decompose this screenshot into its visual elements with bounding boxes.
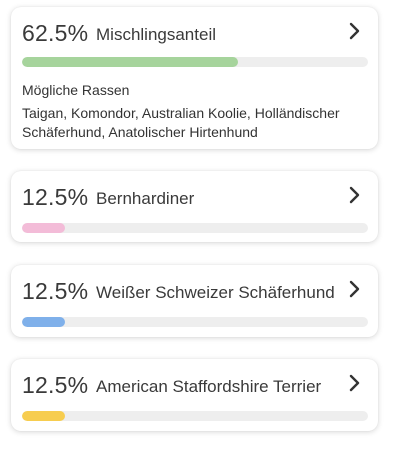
breed-name: Weißer Schweizer Schäferhund [96, 283, 335, 302]
chevron-right-icon[interactable] [348, 21, 362, 41]
percentage-bar-fill [22, 317, 66, 327]
percentage-bar [22, 223, 368, 233]
percentage-bar [22, 317, 368, 327]
percentage-bar [22, 411, 368, 421]
percentage-bar-fill [22, 411, 66, 421]
breed-name: Bernhardiner [96, 189, 195, 208]
percentage-bar [22, 57, 368, 67]
percentage-bar-fill [22, 57, 239, 67]
breed-percentage: 12.5% [22, 372, 89, 398]
breed-percentage: 62.5% [22, 20, 89, 46]
breed-percentage: 12.5% [22, 184, 89, 210]
breed-name: Mischlingsanteil [96, 25, 216, 44]
breed-card-amstaff[interactable]: 12.5% American Staffordshire Terrier [11, 359, 378, 431]
breed-name: American Staffordshire Terrier [96, 377, 322, 396]
possible-breeds-title: Mögliche Rassen [22, 82, 130, 98]
chevron-right-icon[interactable] [348, 373, 362, 393]
breed-card-mixed[interactable]: 62.5% Mischlingsanteil Mögliche Rassen T… [11, 7, 378, 149]
chevron-right-icon[interactable] [348, 185, 362, 205]
breed-card-bernhardiner[interactable]: 12.5% Bernhardiner [11, 171, 378, 242]
possible-breeds-list: Taigan, Komondor, Australian Koolie, Hol… [22, 105, 340, 140]
breed-percentage: 12.5% [22, 278, 89, 304]
chevron-right-icon[interactable] [348, 279, 362, 299]
percentage-bar-fill [22, 223, 66, 233]
breed-card-swiss-shepherd[interactable]: 12.5% Weißer Schweizer Schäferhund [11, 265, 378, 337]
